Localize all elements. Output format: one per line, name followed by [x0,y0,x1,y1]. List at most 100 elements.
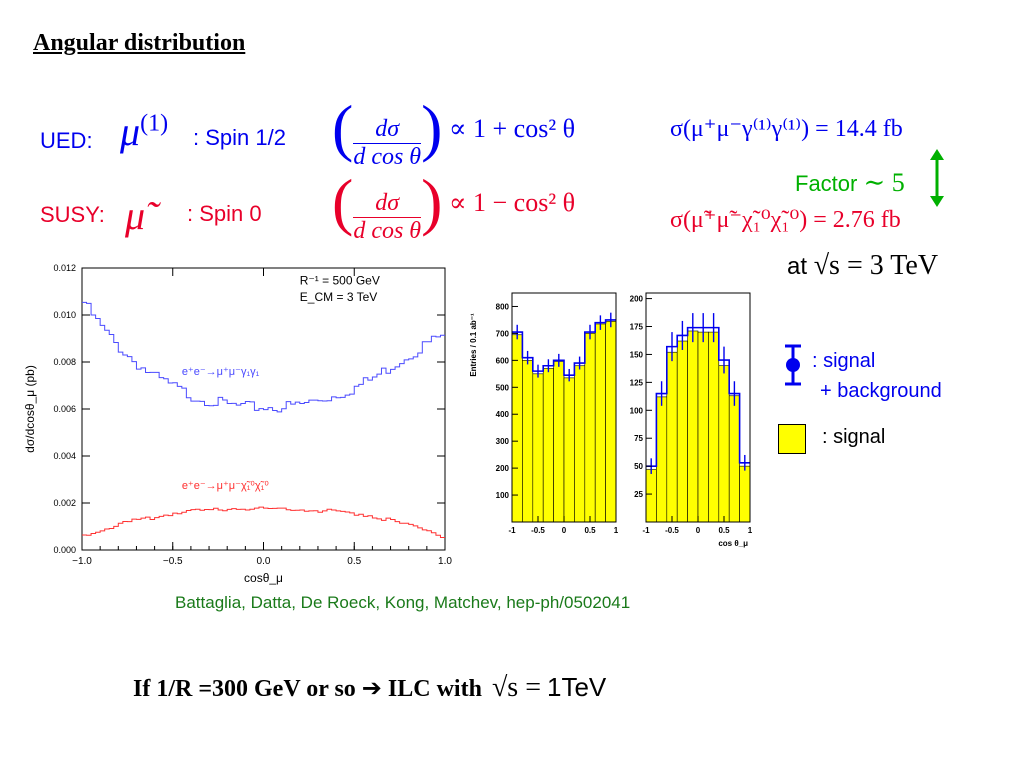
series-line-1 [82,506,445,538]
signal-bar [666,351,678,523]
x-axis-label: cosθ_μ [244,571,283,585]
susy-eq-num: dσ [353,190,422,218]
info-line2: E_CM = 3 TeV [300,290,377,304]
mu-symbol: μ [120,109,141,154]
x-tick-label: 0.5 [718,526,730,535]
signal-bar [708,331,720,523]
y-tick-label: 200 [496,464,510,473]
y-tick-label: 0.000 [53,545,76,555]
y-tick-label: 300 [496,437,510,446]
legend-signal-bg-line1: : signal [812,350,876,372]
y-tick-label: 400 [496,410,510,419]
ued-cross-section: σ(μ⁺μ⁻γ⁽¹⁾γ⁽¹⁾) = 14.4 fb [670,116,903,142]
susy-spin: : Spin 0 [187,201,262,226]
signal-bar [563,377,575,523]
y-tick-label: 75 [634,434,643,443]
y-axis-label: Entries / 0.1 ab⁻¹ [469,313,478,377]
y-tick-label: 100 [630,406,644,415]
y-tick-label: 175 [630,323,644,332]
susy-equation: (dσ d cos θ) ∝ 1 − cos² θ [332,166,576,244]
smuon-symbol: μ̃ [125,193,146,238]
signal-swatch [778,424,806,454]
signal-bar [532,373,544,523]
ued-label: UED: [40,128,93,153]
y-tick-label: 700 [496,329,510,338]
x-tick-label: 0.5 [347,556,361,567]
signal-bar [687,330,699,523]
x-axis-label: cos θ_μ [718,539,748,548]
y-tick-label: 0.010 [53,310,76,320]
ued-eq-rhs: ∝ 1 + cos² θ [448,114,576,144]
mu-superscript: (1) [140,110,169,137]
signal-bar [584,333,596,523]
x-tick-label: 0.5 [584,526,596,535]
mu-kk-symbol: μ(1) [120,108,168,155]
histogram-ued: -1 -0.5 0 0.5 1 100 200 300 400 500 600 700 800 Entri… [469,292,619,535]
x-tick-label: 0.0 [257,556,271,567]
signal-bar [594,323,606,523]
signal-bar [718,365,730,523]
signal-bar [676,340,688,523]
y-tick-label: 0.008 [53,357,76,367]
x-tick-label: -1 [642,526,650,535]
errorbar-legend-icon [785,344,801,386]
ued-eq-den: d cos θ [353,143,422,170]
factor-label: Factor ∼ 5 [795,168,905,197]
x-tick-label: 1 [614,526,619,535]
y-tick-label: 0.012 [53,263,76,273]
signal-bar [656,396,668,523]
x-tick-label: 1.0 [438,556,452,567]
y-tick-label: 125 [630,378,644,387]
susy-eq-den: d cos θ [353,217,422,244]
legend-signal: : signal [822,426,886,448]
series-label-susy: e⁺e⁻→μ⁺μ⁻χ̃₁⁰χ̃₁⁰ [182,480,270,492]
double-arrow-icon [930,149,944,207]
ued-equation: (dσ d cos θ) ∝ 1 + cos² θ [332,92,576,170]
y-tick-label: 0.002 [53,498,76,508]
y-tick-label: 150 [630,350,644,359]
signal-bar [553,361,565,523]
info-line1: R⁻¹ = 500 GeV [300,273,380,287]
y-tick-label: 500 [496,383,510,392]
slide-title: Angular distribution [33,30,246,56]
citation: Battaglia, Datta, De Roeck, Kong, Matche… [175,593,631,612]
x-tick-label: 1 [748,526,753,535]
x-tick-label: -1 [508,526,516,535]
y-tick-label: 0.006 [53,404,76,414]
signal-bar [739,465,751,523]
signal-bg-line [512,319,616,376]
signal-bar [511,334,523,523]
legend-signal-bg-line2: + background [820,380,942,402]
signal-bar [728,395,740,523]
y-tick-label: 600 [496,356,510,365]
y-tick-label: 800 [496,302,510,311]
y-tick-label: 25 [634,490,643,499]
x-tick-label: 0 [696,526,701,535]
y-tick-label: 50 [634,462,643,471]
ued-spin: : Spin 1/2 [193,125,286,150]
signal-bar [697,331,709,523]
signal-bar [522,360,534,523]
energy-label: at √s = 3 TeV [787,250,939,281]
susy-cross-section: σ(μ̃⁺μ̃⁻χ̃₁⁰χ̃₁⁰) = 2.76 fb [670,207,901,233]
x-tick-label: -0.5 [531,526,545,535]
ued-eq-num: dσ [353,116,422,144]
susy-label: SUSY: [40,202,105,227]
y-tick-label: 200 [630,295,644,304]
y-axis-label: dσ/dcosθ_μ (pb) [23,365,37,453]
y-tick-label: 0.004 [53,451,76,461]
x-tick-label: -0.5 [665,526,679,535]
series-line-0 [82,301,445,413]
signal-bar [542,368,554,523]
signal-bar [574,365,586,523]
x-tick-label: −0.5 [163,556,183,567]
x-tick-label: −1.0 [72,556,92,567]
cross-section-chart: −1.0 −0.5 0.0 0.5 1.0 0.000 0.002 0.004 0.006 0.0… [23,263,452,585]
y-tick-label: 100 [496,491,510,500]
x-tick-label: 0 [562,526,567,535]
signal-bar [645,469,657,523]
series-label-ued: e⁺e⁻→μ⁺μ⁻γ₁γ₁ [182,366,260,378]
bottom-statement: If 1/R =300 GeV or so ➔ ILC with √s = 1Te… [133,672,607,703]
susy-eq-rhs: ∝ 1 − cos² θ [448,188,576,218]
